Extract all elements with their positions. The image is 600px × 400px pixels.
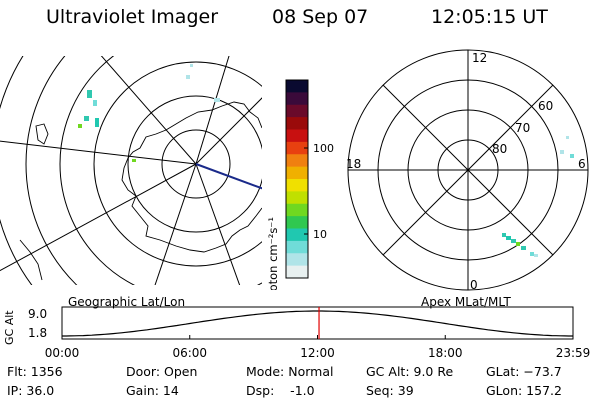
colorbar-band: [286, 154, 308, 168]
colorbar-tick-100: 100: [313, 142, 334, 155]
geo-meridian: [100, 56, 197, 165]
mlt-label-12: 12: [472, 51, 487, 65]
ip-value: IP: 36.0: [7, 383, 55, 398]
orbit-x-tick-label: 23:59: [556, 346, 591, 360]
geographic-latitude: GLat: −73.7: [486, 364, 562, 379]
orbit-x-tick-label: 00:00: [45, 346, 80, 360]
colorbar-band: [286, 191, 308, 205]
geo-meridian: [195, 97, 262, 165]
geo-lat-circle: [93, 61, 262, 267]
apex-panel-label: Apex MLat/MLT: [421, 295, 511, 309]
date-label: 08 Sep 07: [272, 6, 369, 28]
colorbar-band: [286, 216, 308, 229]
mlat-label-60: 60: [538, 99, 553, 113]
geographic-longitude: GLon: 157.2: [486, 383, 562, 398]
orbit-x-tick-label: 18:00: [428, 346, 463, 360]
colorbar-band: [286, 80, 308, 93]
island-outline: [35, 123, 49, 145]
geo-lat-circle: [59, 56, 262, 285]
mlat-label-80: 80: [492, 142, 507, 156]
colorbar-band: [286, 179, 308, 192]
colorbar-band: [286, 141, 308, 155]
orbit-x-ticks: 00:00 06:00 12:00 18:00 23:59: [45, 335, 591, 360]
door-status: Door: Open: [126, 364, 198, 379]
geographic-map: [0, 56, 262, 285]
mlt-label-6: 6: [578, 157, 586, 171]
colorbar-band: [286, 228, 308, 242]
dsp-value: Dsp: -1.0: [246, 383, 315, 398]
colorbar-band: [286, 265, 308, 279]
colorbar-frame: [285, 79, 309, 279]
orbit-ymax-label: 9.0: [28, 307, 47, 321]
colorbar-band: [286, 253, 308, 267]
mag-aurora-patches: [502, 136, 574, 257]
colorbar-tick-10: 10: [313, 228, 327, 241]
orbit-altitude-plot: GC Alt 9.0 1.8 00:00 06:00 12:00 18:00 23:59: [3, 306, 591, 360]
colorbar-gradient: [286, 80, 308, 279]
mlt-label-0: 0: [470, 278, 478, 292]
time-label: 12:05:15 UT: [431, 6, 548, 28]
gc-altitude: GC Alt: 9.0 Re: [366, 364, 454, 379]
orbit-plot-frame: [61, 306, 574, 340]
colorbar-band: [286, 117, 308, 130]
colorbar-band: [286, 240, 308, 254]
geo-lat-circle: [25, 56, 78, 285]
coastline: [19, 239, 43, 281]
colorbar-band: [286, 104, 308, 118]
geo-lat-circle: [161, 129, 231, 199]
geo-meridian: [154, 163, 197, 285]
mlat-label-70: 70: [515, 121, 530, 135]
coastline: [121, 101, 262, 253]
flight-number: Flt: 1356: [7, 364, 63, 379]
mode-status: Mode: Normal: [246, 364, 334, 379]
sequence-number: Seq: 39: [366, 383, 414, 398]
colorbar-band: [286, 166, 308, 180]
geo-lat-circle: [127, 95, 262, 233]
colorbar-unit-label: photon cm⁻²s⁻¹: [266, 217, 280, 290]
geo-meridian: [195, 56, 230, 165]
mlat-mlt-polar-plot: 12 18 6 0 60 70 80: [346, 49, 589, 292]
colorbar-band: [286, 203, 308, 217]
mlt-label-18: 18: [346, 157, 361, 171]
geographic-panel-label: Geographic Lat/Lon: [68, 295, 186, 309]
instrument-title: Ultraviolet Imager: [46, 6, 219, 28]
geo-meridian: [0, 140, 197, 165]
gain-value: Gain: 14: [126, 383, 179, 398]
orbit-y-axis-label: GC Alt: [3, 310, 16, 345]
geo-meridian-highlight: [195, 163, 262, 190]
colorbar-band: [286, 92, 308, 106]
geo-meridian: [195, 163, 241, 285]
mlt-line-diagonal: [382, 84, 554, 256]
colorbar-band: [286, 129, 308, 143]
geo-aurora-patches: [78, 64, 220, 162]
orbit-ymin-label: 1.8: [28, 326, 47, 340]
orbit-x-tick-label: 12:00: [300, 346, 335, 360]
colorbar: 100 10 photon cm⁻²s⁻¹: [266, 79, 334, 290]
orbit-x-tick-label: 06:00: [172, 346, 207, 360]
orbit-altitude-curve: [62, 310, 573, 337]
geo-meridian: [0, 163, 197, 272]
